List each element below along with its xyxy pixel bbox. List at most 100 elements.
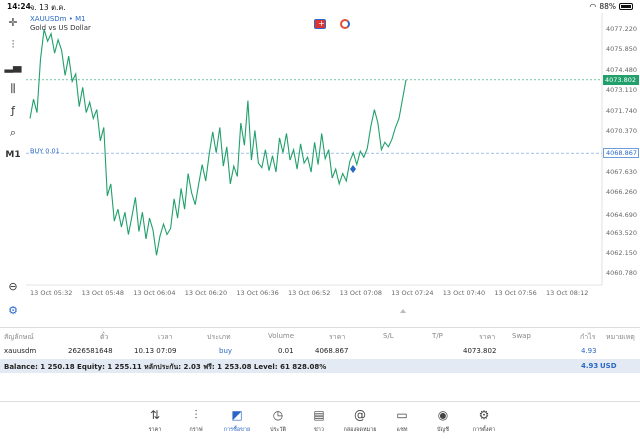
time-tick-label: 13 Oct 07:08	[339, 289, 382, 297]
buy-price-tag: 4068.867	[603, 148, 639, 159]
price-tick-label: 4062.150	[606, 249, 638, 258]
settings-icon: ⚙	[478, 408, 490, 422]
symbol-label[interactable]: XAUUSDm • M1	[30, 15, 86, 23]
cell-symbol: xauusdm	[4, 347, 37, 355]
nav-label: กล่องจดหมาย	[343, 427, 377, 433]
date: จ. 13 ต.ค.	[30, 3, 66, 12]
cell-time: 10.13 07:09	[134, 347, 177, 355]
status-right: ◠ 88%	[589, 2, 633, 11]
symbol-description: Gold vs US Dollar	[30, 24, 91, 32]
nav-label: การตั้งค่า	[472, 427, 496, 433]
cell-price: 4068.867	[315, 347, 349, 355]
zoom-icon[interactable]: ⊖	[8, 280, 18, 293]
status-bar: 14:24 จ. 13 ต.ค. ◠ 88%	[0, 0, 640, 13]
price-chart[interactable]: XAUUSDm • M1 Gold vs US Dollar BUY 0.01 …	[26, 13, 640, 327]
news-icon: ▤	[313, 408, 325, 422]
cell-profit: 4.93	[581, 347, 597, 355]
one-click-trading-icon[interactable]	[314, 19, 326, 29]
price-tick-label: 4074.480	[606, 65, 638, 74]
buy-line-label[interactable]: BUY 0.01	[30, 147, 60, 156]
objects-icon[interactable]: ⌕	[9, 126, 17, 139]
col-ticket[interactable]: ตั๋ว	[100, 333, 109, 341]
time-tick-label: 13 Oct 05:48	[81, 289, 124, 297]
time-tick-label: 13 Oct 07:24	[391, 289, 434, 297]
nav-trade[interactable]: ◩ การซื้อขาย	[217, 408, 257, 434]
table-header: สัญลักษณ์ ตั๋ว เวลา ประเภท Volume ราคา S…	[0, 327, 640, 343]
chart-header: XAUUSDm • M1 Gold vs US Dollar	[30, 15, 91, 33]
trade-table: สัญลักษณ์ ตั๋ว เวลา ประเภท Volume ราคา S…	[0, 327, 640, 373]
col-price[interactable]: ราคา	[329, 333, 346, 341]
nav-history[interactable]: ◷ ประวัติ	[258, 408, 298, 434]
nav-label: แชท	[396, 427, 408, 433]
scroll-marker	[400, 309, 406, 313]
cell-ticket: 2626581648	[68, 347, 113, 355]
nav-label: การซื้อขาย	[223, 427, 251, 433]
chart-canvas	[26, 13, 603, 313]
quotes-icon: ⇅	[149, 408, 161, 422]
time-tick-label: 13 Oct 06:20	[184, 289, 228, 297]
nav-news[interactable]: ▤ ข่าว	[299, 408, 339, 434]
nav-label: ข่าว	[314, 427, 324, 433]
time-tick-label: 13 Oct 05:32	[30, 289, 73, 297]
bottom-navigation: ⇅ ราคา ⫶ กราฟ ◩ การซื้อขาย ◷ ประวัติ ▤ ข…	[0, 401, 640, 447]
time-tick-label: 13 Oct 06:36	[236, 289, 279, 297]
chart-toolbar: ✛ ⫶ ▂▄ ⫼ ƒ ⌕ M1 ⊖ ⚙	[0, 13, 26, 327]
current-price-tag: 4073.802	[603, 74, 639, 85]
chart-icon: ⫶	[194, 408, 198, 422]
indicators-icon[interactable]: ⫼	[10, 82, 16, 95]
buy-entry-marker	[350, 165, 356, 173]
price-tick-label: 4063.520	[606, 228, 638, 237]
cell-current-price: 4073.802	[463, 347, 497, 355]
table-row[interactable]: xauusdm 2626581648 10.13 07:09 buy 0.01 …	[0, 343, 640, 359]
time-tick-label: 13 Oct 07:56	[494, 289, 537, 297]
battery-percent: 88%	[599, 2, 616, 11]
time-tick-label: 13 Oct 07:40	[442, 289, 486, 297]
col-tp[interactable]: T/P	[432, 332, 443, 340]
col-sl[interactable]: S/L	[383, 332, 394, 340]
price-series-line	[29, 29, 407, 256]
col-volume[interactable]: Volume	[268, 332, 295, 340]
clock: 14:24	[7, 2, 31, 11]
nav-chat[interactable]: ▭ แชท	[382, 408, 422, 434]
cell-volume: 0.01	[278, 347, 294, 355]
crosshair-icon[interactable]: ✛	[8, 16, 18, 29]
cell-type: buy	[219, 347, 233, 355]
settings-icon[interactable]: ⚙	[8, 304, 18, 317]
price-tick-label: 4073.110	[606, 86, 638, 95]
signal-icon[interactable]	[340, 19, 350, 29]
price-tick-label: 4064.690	[606, 211, 638, 220]
col-profit[interactable]: กำไร	[580, 333, 596, 341]
nav-mailbox[interactable]: @ กล่องจดหมาย	[340, 408, 380, 434]
price-tick-label: 4075.850	[606, 45, 638, 54]
balance-text: Balance: 1 250.18 Equity: 1 255.11 หลักป…	[4, 363, 327, 371]
col-current-price[interactable]: ราคา	[479, 333, 496, 341]
price-tick-label: 4067.630	[606, 167, 638, 176]
col-swap[interactable]: Swap	[512, 332, 531, 340]
currency: USD	[600, 362, 617, 370]
col-time[interactable]: เวลา	[158, 333, 173, 341]
time-tick-label: 13 Oct 06:52	[288, 289, 331, 297]
function-icon[interactable]: ƒ	[11, 104, 15, 117]
price-tick-label: 4060.780	[606, 269, 638, 278]
nav-account[interactable]: ◉ บัญชี	[423, 408, 463, 434]
time-tick-label: 13 Oct 08:12	[546, 289, 589, 297]
nav-chart[interactable]: ⫶ กราฟ	[176, 408, 216, 434]
price-tick-label: 4070.370	[606, 126, 638, 135]
price-tick-label: 4071.740	[606, 106, 638, 115]
trade-icon: ◩	[231, 408, 243, 422]
candlestick-icon[interactable]: ⫶	[11, 38, 15, 51]
mailbox-icon: @	[354, 408, 366, 422]
balance-summary: Balance: 1 250.18 Equity: 1 255.11 หลักป…	[0, 359, 640, 373]
nav-label: บัญชี	[437, 427, 449, 433]
wifi-icon: ◠	[589, 2, 597, 11]
col-comment[interactable]: หมายเหตุ	[606, 333, 635, 341]
timeframe-button[interactable]: M1	[5, 150, 21, 160]
bar-chart-icon[interactable]: ▂▄	[4, 60, 22, 73]
nav-quotes[interactable]: ⇅ ราคา	[135, 408, 175, 434]
col-symbol[interactable]: สัญลักษณ์	[4, 333, 34, 341]
col-type[interactable]: ประเภท	[207, 333, 231, 341]
nav-settings[interactable]: ⚙ การตั้งค่า	[464, 408, 504, 434]
battery-icon	[619, 3, 633, 10]
price-tick-label: 4066.260	[606, 187, 638, 196]
price-tick-label: 4077.220	[606, 25, 638, 34]
